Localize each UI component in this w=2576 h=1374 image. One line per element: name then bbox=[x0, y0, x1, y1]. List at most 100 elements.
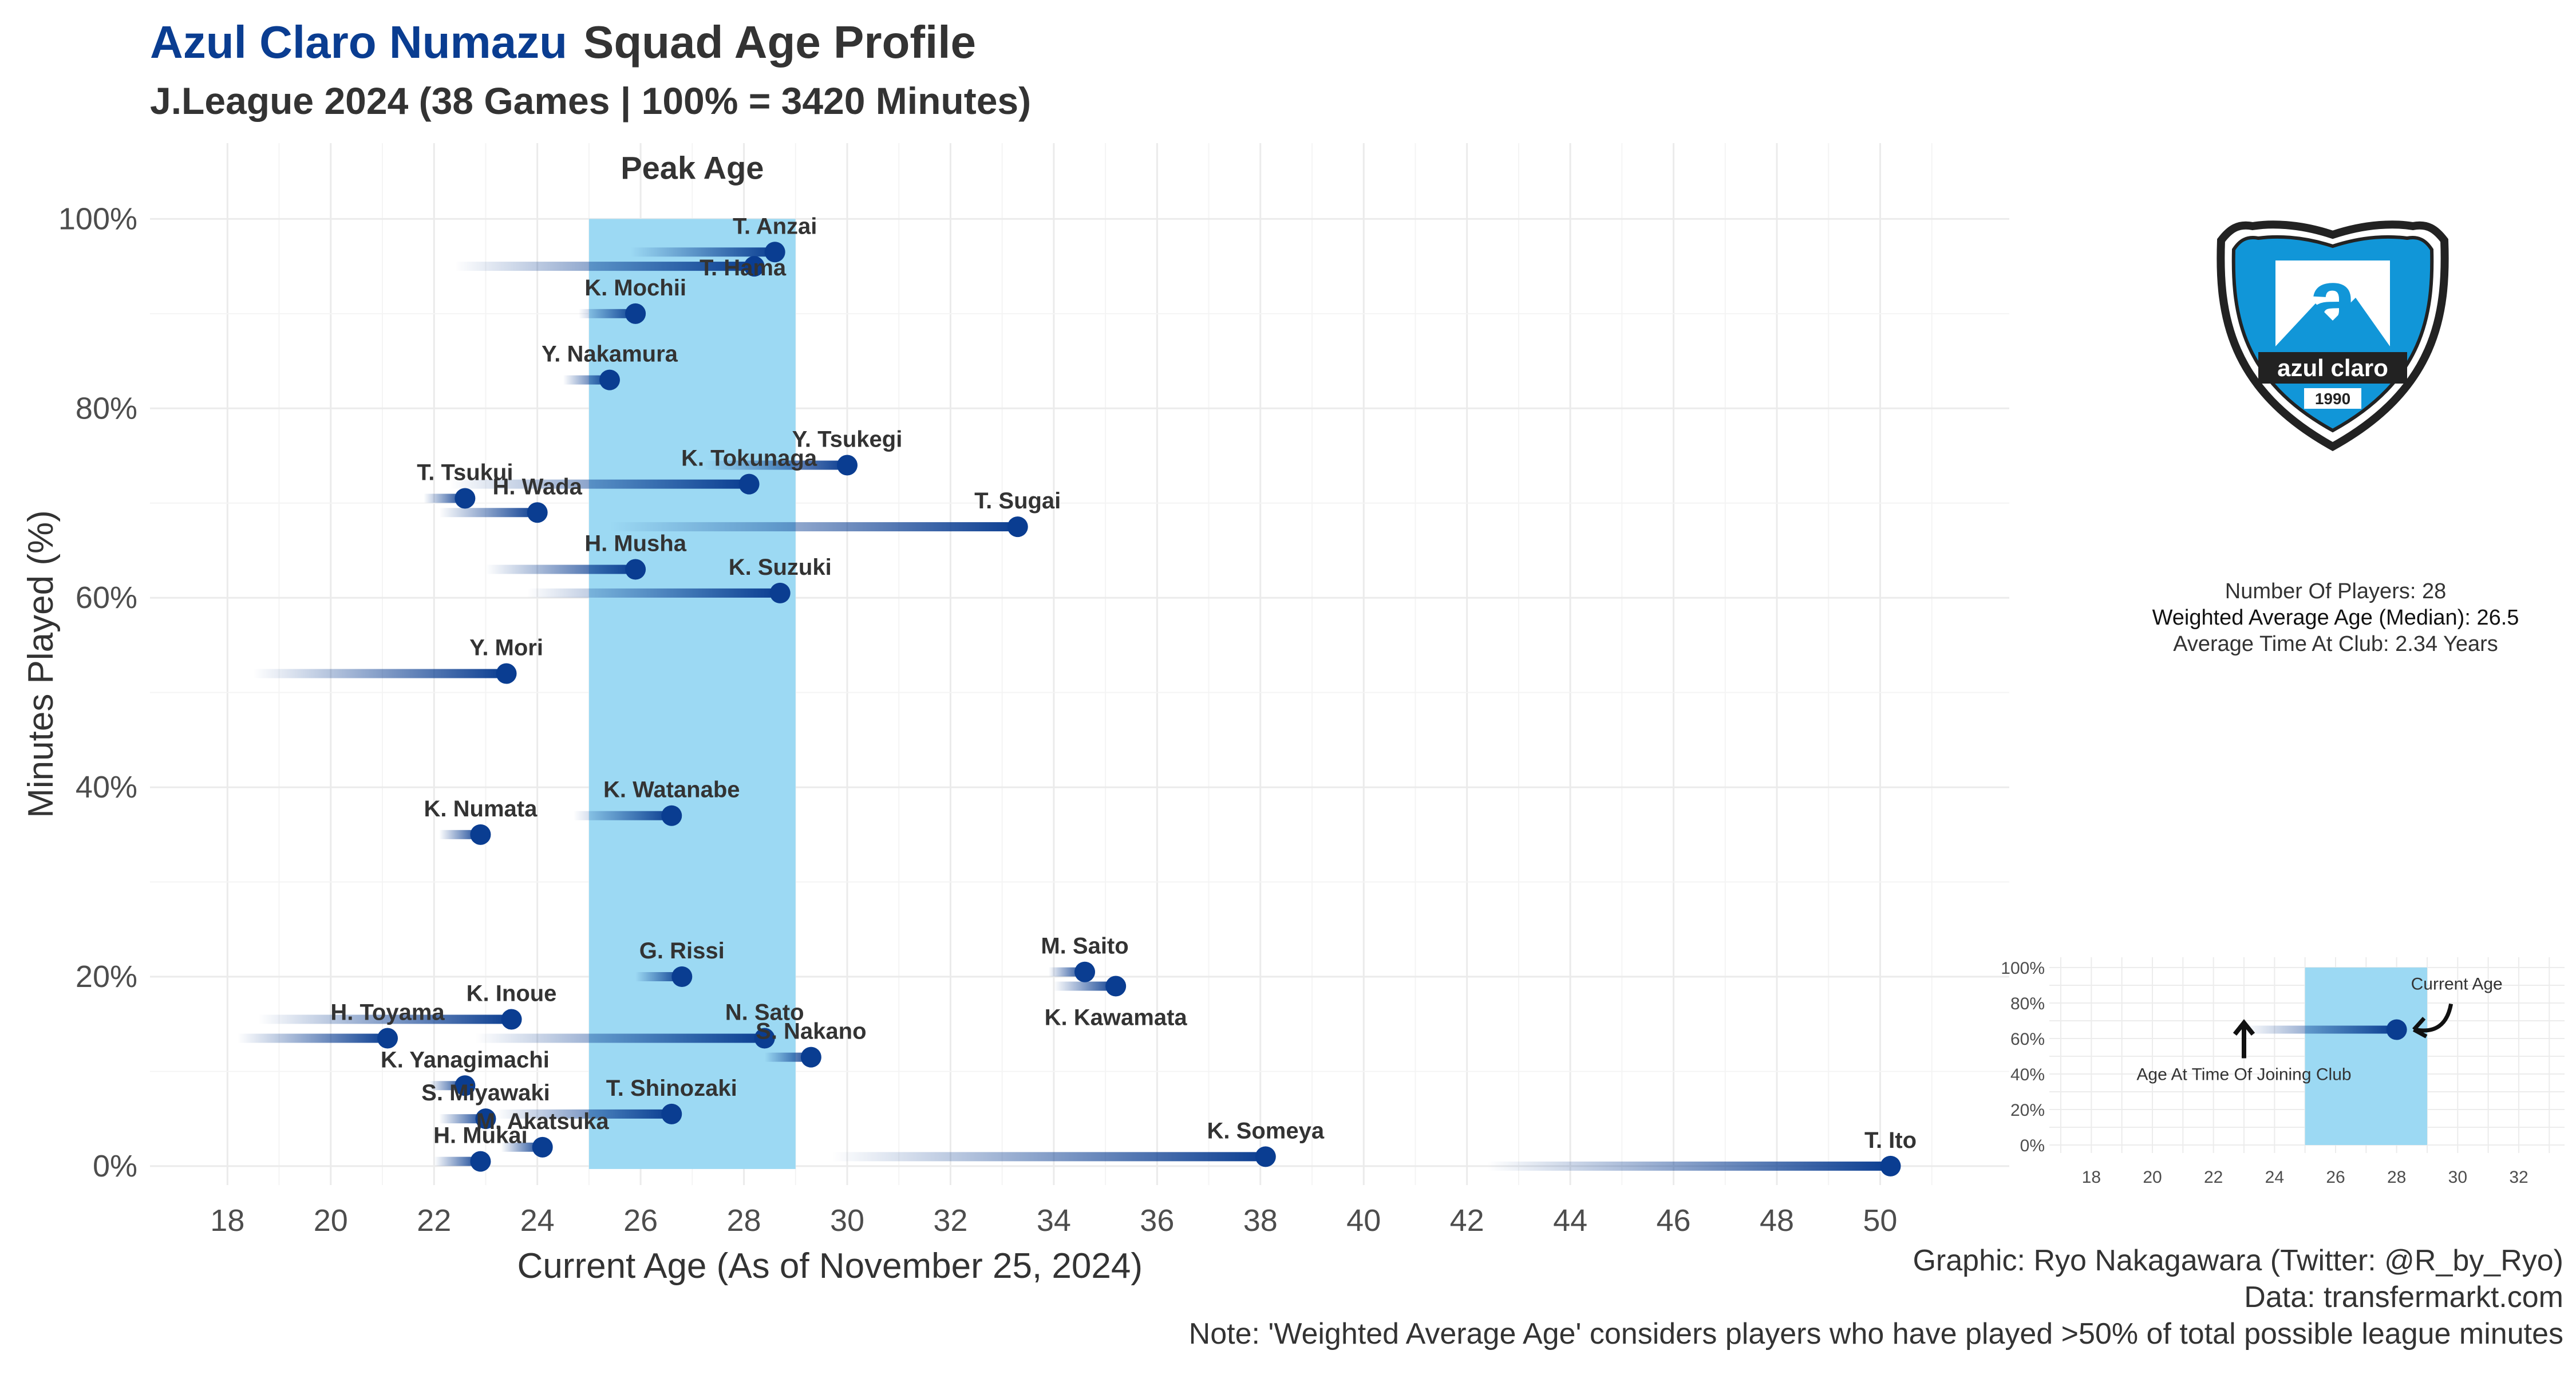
player-label: K. Inoue bbox=[467, 981, 557, 1006]
age-segment bbox=[578, 309, 636, 318]
player-label: K. Someya bbox=[1207, 1118, 1325, 1143]
age-segment bbox=[630, 247, 775, 257]
dots-layer bbox=[377, 242, 1901, 1176]
x-tick-label: 32 bbox=[933, 1203, 967, 1238]
player-label: T. Tsukui bbox=[417, 460, 513, 485]
age-segment bbox=[253, 669, 507, 678]
player-dot bbox=[496, 663, 517, 684]
player-dot bbox=[625, 303, 646, 324]
player-dot bbox=[527, 502, 548, 523]
mini-x-tick-label: 28 bbox=[2387, 1168, 2406, 1187]
age-segment bbox=[475, 1033, 765, 1043]
mini-joined-age-label: Age At Time Of Joining Club bbox=[2136, 1065, 2351, 1084]
player-dot bbox=[470, 824, 491, 845]
player-dot bbox=[1074, 961, 1096, 982]
mini-x-tick-label: 26 bbox=[2326, 1168, 2345, 1187]
stat-number-of-players: Number Of Players: 28 bbox=[2225, 579, 2447, 603]
title-main: Squad Age Profile bbox=[583, 17, 976, 68]
player-label: T. Anzai bbox=[733, 214, 817, 239]
player-label: K. Mochii bbox=[584, 275, 686, 301]
x-tick-label: 22 bbox=[417, 1203, 451, 1238]
age-segment bbox=[563, 375, 610, 385]
player-label: M. Saito bbox=[1041, 934, 1128, 959]
player-label: Y. Mori bbox=[469, 635, 543, 661]
caption-note: Note: 'Weighted Average Age' considers p… bbox=[1188, 1317, 2563, 1351]
mini-y-tick-label: 0% bbox=[2020, 1136, 2045, 1155]
peak-age-label: Peak Age bbox=[621, 149, 764, 185]
age-segment bbox=[831, 1152, 1266, 1162]
player-dot bbox=[455, 488, 476, 509]
title-block: Azul Claro Numazu Squad Age Profile J.Lea… bbox=[150, 16, 1031, 123]
player-dot bbox=[1255, 1146, 1276, 1167]
player-label: K. Tokunaga bbox=[681, 446, 817, 471]
age-segment bbox=[635, 972, 682, 981]
joined-age-arrow bbox=[2233, 1019, 2255, 1059]
age-segment bbox=[702, 460, 847, 470]
svg-text:1990: 1990 bbox=[2315, 390, 2350, 408]
player-dot bbox=[455, 1075, 476, 1096]
mini-x-tick-label: 20 bbox=[2143, 1168, 2162, 1187]
player-label: S. Nakano bbox=[756, 1019, 866, 1044]
age-segment bbox=[238, 1033, 388, 1043]
player-label: T. Hama bbox=[700, 255, 787, 281]
mini-x-tick-label: 22 bbox=[2204, 1168, 2223, 1187]
x-tick-label: 46 bbox=[1657, 1203, 1691, 1238]
x-tick-label: 26 bbox=[623, 1203, 658, 1238]
y-tick-label: 100% bbox=[58, 202, 137, 236]
segments-layer bbox=[238, 247, 1891, 1171]
x-tick-label: 48 bbox=[1760, 1203, 1794, 1238]
player-label: M. Akatsuka bbox=[476, 1109, 610, 1134]
mini-y-tick-label: 60% bbox=[2010, 1030, 2045, 1049]
player-dot bbox=[532, 1136, 553, 1158]
player-dot bbox=[599, 369, 620, 390]
x-tick-label: 40 bbox=[1346, 1203, 1381, 1238]
mini-current-age-label: Current Age bbox=[2411, 975, 2503, 994]
mini-segment bbox=[2244, 1025, 2397, 1034]
mini-y-tick-label: 20% bbox=[2010, 1101, 2045, 1120]
player-dot bbox=[738, 473, 760, 495]
age-segment bbox=[501, 1142, 543, 1152]
x-tick-label: 20 bbox=[314, 1203, 348, 1238]
player-dot bbox=[1105, 976, 1127, 997]
player-label: S. Miyawaki bbox=[421, 1080, 550, 1105]
caption: Graphic: Ryo Nakagawara (Twitter: @R_by_… bbox=[1189, 1242, 2563, 1352]
player-label: K. Numata bbox=[424, 796, 538, 822]
age-segment bbox=[527, 588, 780, 598]
mini-x-tick-label: 24 bbox=[2265, 1168, 2284, 1187]
mini-y-tick-label: 100% bbox=[2001, 959, 2045, 978]
current-age-arrow bbox=[2415, 1003, 2453, 1033]
player-label: K. Suzuki bbox=[729, 555, 832, 580]
stat-average-time-at-club: Average Time At Club: 2.34 Years bbox=[2173, 632, 2498, 656]
player-label: K. Yanagimachi bbox=[381, 1047, 550, 1072]
mini-x-tick-label: 30 bbox=[2448, 1168, 2467, 1187]
x-tick-label: 28 bbox=[727, 1203, 761, 1238]
mini-peak-band bbox=[2305, 968, 2427, 1145]
y-tick-label: 0% bbox=[93, 1149, 137, 1183]
player-dot bbox=[754, 1028, 775, 1049]
caption-data-source: Data: transfermarkt.com bbox=[2244, 1281, 2563, 1314]
axis-layer: 18 20 22 24 26 28 30 32 34 36 38 40 42 44 46 48 50 0% 20% 4… bbox=[21, 202, 1897, 1286]
player-dot bbox=[671, 966, 693, 987]
x-tick-label: 24 bbox=[520, 1203, 555, 1238]
svg-text:azul claro: azul claro bbox=[2277, 354, 2388, 381]
x-tick-label: 38 bbox=[1243, 1203, 1278, 1238]
stat-weighted-average-age: Weighted Average Age (Median): 26.5 bbox=[2152, 606, 2519, 630]
player-label: K. Watanabe bbox=[603, 777, 740, 803]
player-label: H. Toyama bbox=[330, 1000, 445, 1025]
mini-y-tick-label: 80% bbox=[2010, 994, 2045, 1013]
player-label: H. Wada bbox=[493, 474, 583, 499]
player-label: H. Musha bbox=[584, 531, 687, 556]
peak-age-band bbox=[588, 219, 796, 1169]
player-dot bbox=[661, 805, 682, 826]
mini-y-tick-label: 40% bbox=[2010, 1065, 2045, 1084]
age-segment bbox=[439, 830, 481, 839]
player-dot bbox=[625, 559, 646, 580]
grid-layer bbox=[150, 143, 2009, 1185]
mini-x-tick-label: 18 bbox=[2082, 1168, 2101, 1187]
player-dot bbox=[377, 1028, 398, 1049]
age-segment bbox=[424, 493, 465, 503]
mini-legend-chart: 18 20 22 24 26 28 30 32 0% 20% 40% 60% 80% 100% Curren… bbox=[2001, 957, 2565, 1187]
player-dot bbox=[661, 1103, 682, 1124]
x-tick-label: 44 bbox=[1553, 1203, 1587, 1238]
caption-graphic: Graphic: Ryo Nakagawara (Twitter: @R_by_… bbox=[1913, 1244, 2563, 1277]
